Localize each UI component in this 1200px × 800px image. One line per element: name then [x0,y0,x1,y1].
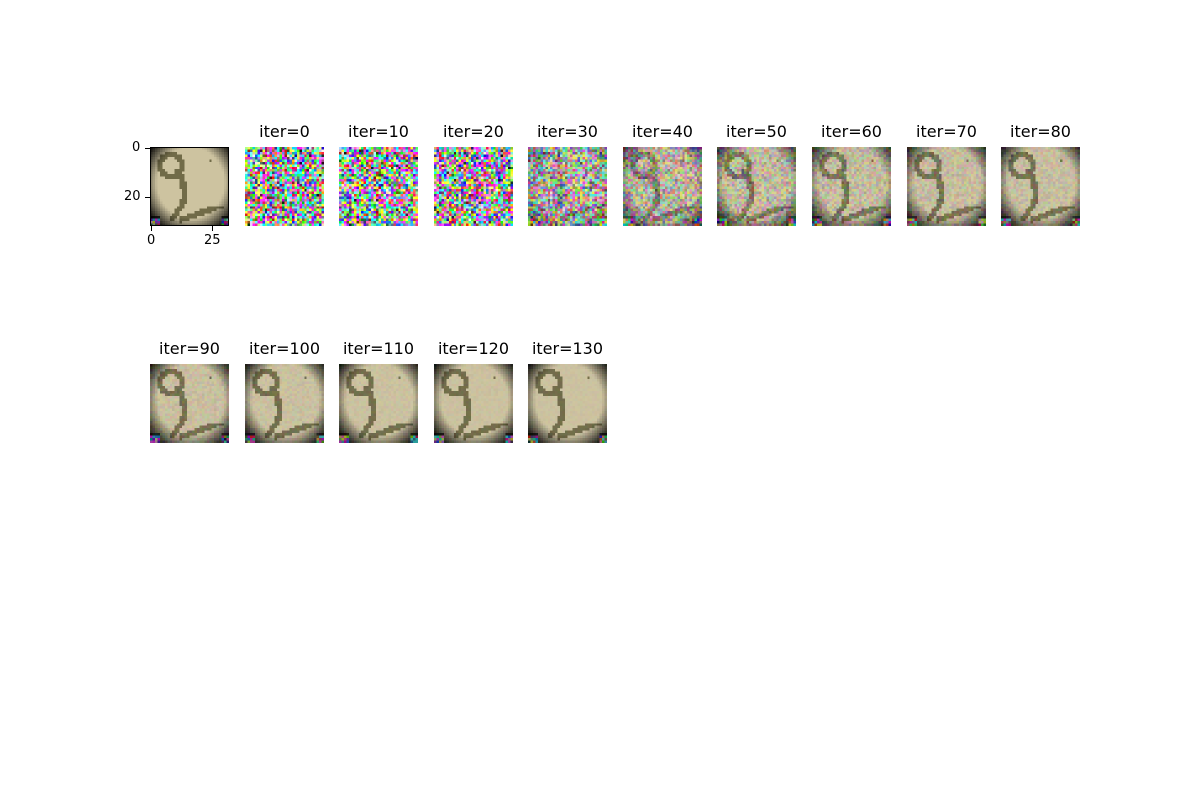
iteration-image-panel [245,364,324,443]
x-tick-mark-25 [212,226,213,231]
original-image [150,147,229,226]
iteration-image-panel [717,147,796,226]
iteration-image [528,364,607,443]
iteration-image [339,147,418,226]
y-tick-label-20: 20 [124,189,141,204]
iteration-image-panel [434,147,513,226]
iteration-title: iter=40 [632,122,693,141]
original-image-panel [150,147,229,226]
iteration-image-panel [339,364,418,443]
iteration-image [528,147,607,226]
iteration-image-panel [1001,147,1080,226]
iteration-title: iter=110 [342,339,415,358]
iteration-image-panel [245,147,324,226]
iteration-title: iter=10 [348,122,409,141]
iteration-title: iter=20 [443,122,504,141]
iteration-title: iter=50 [726,122,787,141]
iteration-image-panel [150,364,229,443]
iteration-image [623,147,702,226]
iteration-image [907,147,986,226]
iteration-image [812,147,891,226]
x-tick-mark-0 [151,226,152,231]
iteration-image [717,147,796,226]
iteration-image-panel [907,147,986,226]
iteration-image [1001,147,1080,226]
iteration-title: iter=60 [821,122,882,141]
iteration-image [339,364,418,443]
iteration-image [434,147,513,226]
iteration-title: iter=90 [159,339,220,358]
iteration-title: iter=0 [259,122,310,141]
iteration-image [150,364,229,443]
iteration-title: iter=120 [437,339,510,358]
iteration-image-panel [339,147,418,226]
y-tick-label-0: 0 [132,140,141,155]
y-tick-mark-20 [145,197,150,198]
iteration-title: iter=80 [1010,122,1071,141]
iteration-title: iter=100 [248,339,321,358]
iteration-image-panel [623,147,702,226]
iteration-title: iter=70 [916,122,977,141]
iteration-title: iter=130 [531,339,604,358]
iteration-image [245,364,324,443]
iteration-image [434,364,513,443]
x-tick-label-25: 25 [204,233,221,248]
iteration-image-panel [434,364,513,443]
iteration-image-panel [528,147,607,226]
iteration-image-panel [812,147,891,226]
iteration-image [245,147,324,226]
y-tick-mark-0 [145,148,150,149]
x-tick-label-0: 0 [147,233,156,248]
iteration-title: iter=30 [537,122,598,141]
iteration-image-panel [528,364,607,443]
